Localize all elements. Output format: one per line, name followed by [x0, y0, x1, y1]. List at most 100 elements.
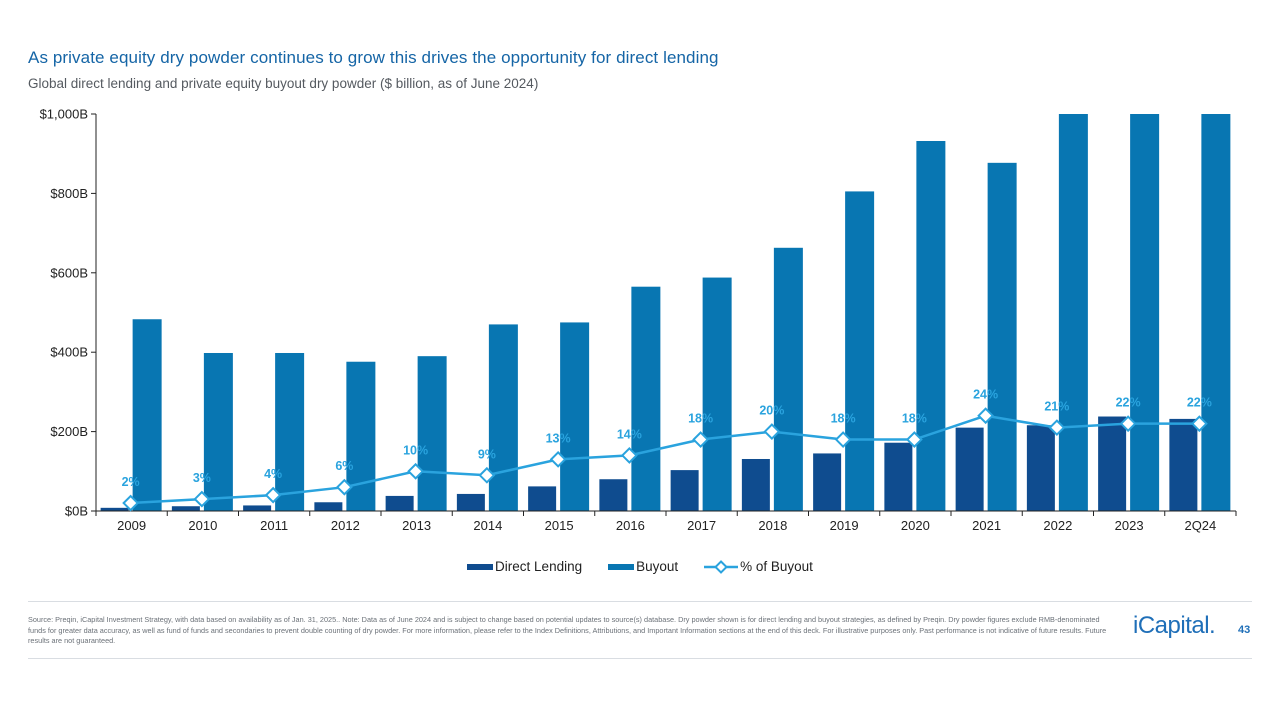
buyout-bar	[132, 319, 162, 511]
legend-label-direct-lending: Direct Lending	[495, 559, 583, 574]
direct-lending-bar	[599, 479, 628, 511]
y-axis-tick-label: $200B	[50, 424, 88, 439]
pct-of-buyout-point	[335, 478, 353, 496]
buyout-bar	[488, 324, 518, 511]
buyout-bar	[417, 356, 447, 511]
buyout-bar	[560, 322, 590, 511]
direct-lending-bar	[1098, 416, 1127, 511]
y-axis-tick-label: $600B	[50, 265, 88, 280]
x-axis-tick-label: 2018	[758, 518, 787, 533]
y-axis-tick-label: $800B	[50, 186, 88, 201]
direct-lending-bar	[100, 507, 129, 511]
x-axis-tick-label: 2023	[1115, 518, 1144, 533]
icapital-logo: iCapital.	[1133, 612, 1216, 639]
buyout-bar	[1058, 114, 1088, 511]
pct-data-label: 10%	[403, 443, 428, 457]
pct-of-buyout-point	[763, 423, 781, 441]
legend-swatch-direct-lending	[467, 563, 494, 570]
pct-of-buyout-point	[834, 431, 852, 448]
pct-data-label: 24%	[973, 388, 998, 402]
x-axis-tick-label: 2019	[830, 518, 859, 533]
direct-lending-bar	[243, 505, 272, 511]
pct-of-buyout-point	[620, 447, 638, 464]
legend-label-pct-buyout: % of Buyout	[740, 559, 813, 574]
buyout-bar	[845, 191, 875, 512]
pct-of-buyout-point	[1119, 415, 1137, 433]
x-axis-tick-label: 2017	[687, 518, 716, 533]
pct-data-label: 3%	[193, 471, 211, 485]
pct-of-buyout-point	[1048, 419, 1066, 437]
direct-lending-bar	[171, 506, 200, 511]
x-axis-tick-label: 2010	[188, 518, 217, 533]
legend-label-buyout: Buyout	[636, 559, 679, 574]
pct-of-buyout-point	[905, 431, 923, 448]
buyout-bar	[1201, 114, 1231, 511]
pct-data-label: 22%	[1116, 396, 1141, 410]
direct-lending-bar	[741, 458, 770, 511]
buyout-bar	[773, 247, 803, 511]
pct-of-buyout-line	[130, 414, 1200, 505]
x-axis-tick-label: 2021	[972, 518, 1001, 533]
pct-of-buyout-point	[407, 462, 425, 480]
y-axis-tick-label: $1,000B	[40, 107, 88, 122]
pct-data-label: 18%	[831, 412, 856, 426]
pct-data-label: 6%	[335, 459, 353, 473]
x-axis-tick-label: 2016	[616, 518, 645, 533]
direct-lending-bar	[670, 470, 699, 511]
x-axis-tick-label: 2012	[331, 518, 360, 533]
buyout-bar	[203, 352, 233, 511]
pct-of-buyout-point	[478, 466, 496, 484]
pct-of-buyout-point	[549, 450, 567, 468]
buyout-bar	[631, 286, 661, 511]
legend-line-diamond-icon	[704, 559, 739, 574]
page-number: 43	[1238, 624, 1251, 636]
legend-swatch-buyout	[608, 563, 635, 570]
pct-data-label: 18%	[902, 412, 927, 426]
x-axis-tick-label: 2015	[545, 518, 574, 533]
pct-data-label: 21%	[1044, 400, 1069, 414]
pct-data-label: 22%	[1187, 396, 1212, 410]
pct-data-label: 18%	[688, 412, 713, 426]
direct-lending-bar	[385, 495, 414, 511]
buyout-bar	[702, 277, 732, 511]
y-axis-tick-label: $0B	[65, 504, 88, 519]
legend-item-buyout: Buyout	[608, 559, 678, 574]
direct-lending-bar	[1026, 425, 1055, 511]
chart-legend: Direct Lending Buyout % of Buyout	[0, 559, 1280, 574]
pct-of-buyout-point	[692, 431, 710, 448]
pct-data-label: 2%	[122, 475, 140, 489]
direct-lending-bar	[528, 486, 557, 511]
x-axis-tick-label: 2011	[260, 518, 288, 533]
y-axis-tick-label: $400B	[50, 345, 88, 360]
pct-of-buyout-point	[1190, 415, 1208, 433]
legend-item-direct-lending: Direct Lending	[467, 559, 582, 574]
chart-subtitle: Global direct lending and private equity…	[28, 76, 539, 91]
buyout-bar	[987, 162, 1017, 511]
x-axis-tick-label: 2020	[901, 518, 930, 533]
direct-lending-bar	[884, 442, 913, 511]
direct-lending-bar	[813, 453, 842, 511]
pct-data-label: 14%	[617, 427, 642, 441]
x-axis-tick-label: 2014	[473, 518, 502, 533]
x-axis-tick-label: 2022	[1043, 518, 1072, 533]
source-footnote: Source: Preqin, iCapital Investment Stra…	[28, 615, 1107, 645]
pct-data-label: 13%	[546, 431, 571, 445]
direct-lending-bar	[456, 493, 485, 511]
x-axis-tick-label: 2009	[117, 518, 146, 533]
pct-data-label: 4%	[264, 467, 282, 481]
footer-divider-top	[28, 601, 1252, 602]
buyout-bar	[916, 140, 946, 511]
pct-of-buyout-point	[122, 494, 140, 512]
pct-data-label: 9%	[478, 447, 496, 461]
direct-lending-bar	[955, 427, 984, 511]
x-axis-tick-label: 2013	[402, 518, 431, 533]
legend-item-pct-buyout: % of Buyout	[704, 559, 813, 574]
direct-lending-bar	[314, 502, 343, 511]
buyout-bar	[1130, 114, 1160, 511]
pct-of-buyout-point	[193, 490, 211, 508]
direct-lending-bar	[1169, 418, 1198, 511]
pct-data-label: 20%	[759, 404, 784, 418]
pct-of-buyout-point	[977, 407, 995, 425]
slide-title: As private equity dry powder continues t…	[28, 48, 719, 67]
